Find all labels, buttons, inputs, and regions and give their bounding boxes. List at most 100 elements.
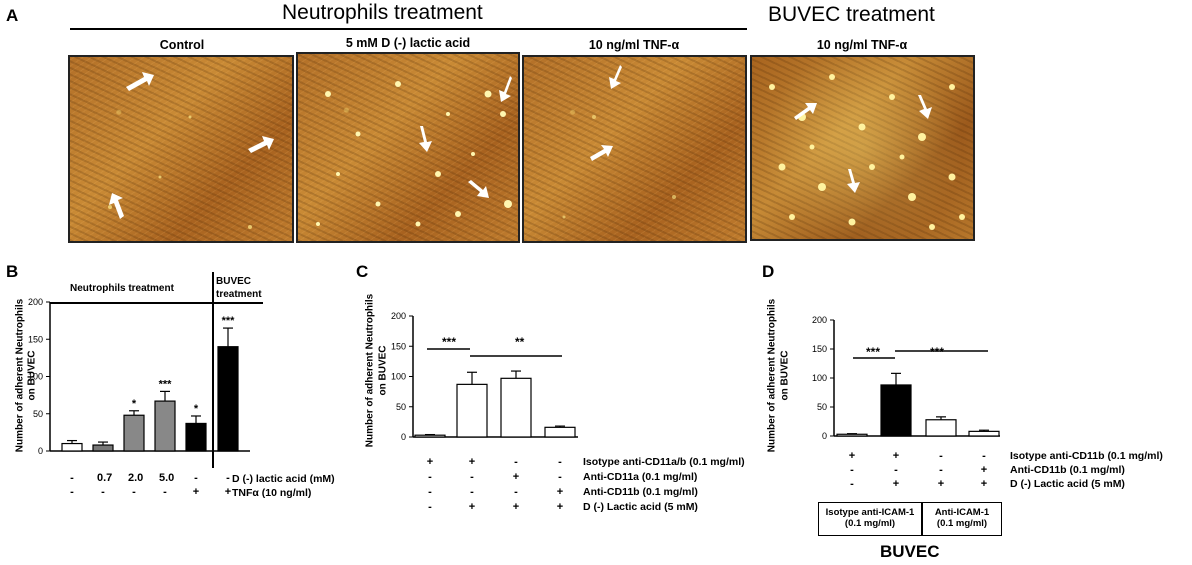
- panel-b-header-right-2: treatment: [216, 289, 262, 300]
- panel-b-row2-label: TNFα (10 ng/ml): [232, 487, 312, 499]
- panel-c-sig-1: ***: [442, 335, 457, 349]
- panel-d-y-tick-label: 200: [812, 315, 827, 325]
- panel-c-sign: -: [514, 486, 518, 498]
- panel-c-row-label: Anti-CD11b (0.1 mg/ml): [583, 486, 698, 498]
- panel-a-buvec-title: BUVEC treatment: [768, 3, 935, 26]
- panel-d-sign: +: [892, 450, 900, 462]
- panel-d-row-label: D (-) Lactic acid (5 mM): [1010, 478, 1125, 490]
- panel-c-sign: +: [468, 456, 476, 468]
- panel-d-buvec-label: BUVEC: [880, 542, 940, 561]
- panel-d-y-tick-label: 150: [812, 344, 827, 354]
- panel-b-y-tick-label: 100: [28, 372, 43, 382]
- panel-b-sign: -: [70, 486, 74, 498]
- panel-b-sign: 5.0: [159, 472, 175, 484]
- panel-c-y-tick-label: 200: [391, 311, 406, 321]
- panel-c-sign: -: [428, 501, 432, 513]
- panel-b-significance-label: *: [194, 403, 199, 415]
- panel-c-sign: -: [470, 486, 474, 498]
- panel-c-sign: +: [426, 456, 434, 468]
- panel-b-label: B: [6, 262, 19, 281]
- panel-d-label: D: [762, 262, 775, 281]
- panel-c-row-label: Anti-CD11a (0.1 mg/ml): [583, 471, 698, 483]
- panel-a-label: A: [6, 6, 19, 25]
- panel-b-significance-label: *: [132, 398, 137, 410]
- panel-a-title-underline: [70, 28, 747, 30]
- panel-d-chart: 0 50 100 150 200: [812, 315, 1000, 441]
- panel-d-sign: +: [892, 478, 900, 490]
- micrograph-control: [68, 55, 294, 243]
- panel-c-sign: -: [428, 486, 432, 498]
- panel-b-sign: -: [132, 486, 136, 498]
- panel-c-y-tick-label: 50: [396, 402, 406, 412]
- panel-b-sign: -: [163, 486, 167, 498]
- panel-b-y-tick-label: 150: [28, 334, 43, 344]
- panel-c-y-tick-label: 150: [391, 341, 406, 351]
- panel-c-sign: -: [558, 471, 562, 483]
- panel-d-bar: [925, 419, 957, 437]
- panel-c-row-label: D (-) Lactic acid (5 mM): [583, 501, 698, 513]
- panel-d-box-isotype-line2: (0.1 mg/ml): [844, 518, 896, 529]
- panel-d-sign: -: [982, 450, 986, 462]
- panel-c-sign: -: [514, 456, 518, 468]
- panel-c-sign: -: [470, 471, 474, 483]
- panel-b-header-left: Neutrophils treatment: [70, 283, 174, 294]
- panel-b-sign: -: [101, 486, 105, 498]
- micrograph-tnf-buvec: [750, 55, 975, 241]
- panel-c-sign: +: [512, 501, 520, 513]
- panel-b-y-tick-label: 50: [33, 409, 43, 419]
- panel-b-header-line: [50, 302, 263, 304]
- panel-b-sign: -: [226, 472, 230, 484]
- panel-d-box-anti-icam-line1: Anti-ICAM-1: [934, 507, 990, 518]
- panel-b-y-tick-label: 0: [38, 446, 43, 456]
- panel-b-significance-label: ***: [222, 315, 236, 327]
- panel-d-box-isotype: Isotype anti-ICAM-1 (0.1 mg/ml): [818, 502, 922, 536]
- image-title-lactic: 5 mM D (-) lactic acid: [345, 36, 471, 50]
- panel-c-sign: -: [428, 471, 432, 483]
- panel-b-significance-label: ***: [159, 378, 173, 390]
- panel-d-bar: [836, 433, 868, 437]
- arrow-icon: [794, 95, 932, 193]
- panel-c-label: C: [356, 262, 369, 281]
- panel-d-sign: +: [980, 478, 988, 490]
- arrow-icon: [590, 65, 622, 161]
- panel-c-bar: [456, 383, 488, 438]
- panel-c-y-tick-label: 100: [391, 372, 406, 382]
- panel-d-sign: -: [850, 478, 854, 490]
- panel-b-sign: -: [194, 472, 198, 484]
- panel-c-sign: +: [468, 501, 476, 513]
- panel-d-box-anti-icam-line2: (0.1 mg/ml): [936, 518, 988, 529]
- panel-d-y-tick-label: 0: [822, 431, 827, 441]
- panel-c-sign: +: [556, 486, 564, 498]
- panel-c-sig-2: **: [515, 335, 525, 349]
- panel-b-header-right-1: BUVEC: [216, 276, 252, 287]
- panel-d-y-tick-label: 50: [817, 402, 827, 412]
- panel-d-bar: [968, 430, 1000, 437]
- panel-d-sign: -: [939, 464, 943, 476]
- panel-d-row-label: Anti-CD11b (0.1 mg/ml): [1010, 464, 1125, 476]
- panel-d-box-anti-icam: Anti-ICAM-1 (0.1 mg/ml): [922, 502, 1002, 536]
- panel-c-sign: +: [512, 471, 520, 483]
- panel-d-bar: [880, 384, 912, 437]
- panel-d-sign: -: [894, 464, 898, 476]
- micrograph-lactic: [296, 52, 520, 243]
- panel-b-divider: [212, 272, 214, 468]
- panel-d-y-tick-label: 100: [812, 373, 827, 383]
- panel-b-sign: +: [192, 486, 200, 498]
- panel-d-row-label: Isotype anti-CD11b (0.1 mg/ml): [1010, 450, 1163, 462]
- panel-c-sign: +: [556, 501, 564, 513]
- panel-d-box-isotype-line1: Isotype anti-ICAM-1: [825, 507, 915, 518]
- image-title-tnf-buvec: 10 ng/ml TNF-α: [816, 38, 908, 52]
- panel-c-sign: -: [558, 456, 562, 468]
- panel-d-sign: -: [939, 450, 943, 462]
- panel-d-sign: -: [850, 464, 854, 476]
- panel-d-sign: +: [937, 478, 945, 490]
- panel-b-sign: -: [70, 472, 74, 484]
- panel-b-sign: +: [224, 486, 232, 498]
- panel-d-sig-2: ***: [930, 345, 945, 359]
- panel-b-sign: 2.0: [128, 472, 144, 484]
- panel-d-sign: +: [848, 450, 856, 462]
- panel-b-y-tick-label: 200: [28, 297, 43, 307]
- panel-d-sig-1: ***: [866, 345, 881, 359]
- image-title-tnf-neutrophils: 10 ng/ml TNF-α: [588, 38, 680, 52]
